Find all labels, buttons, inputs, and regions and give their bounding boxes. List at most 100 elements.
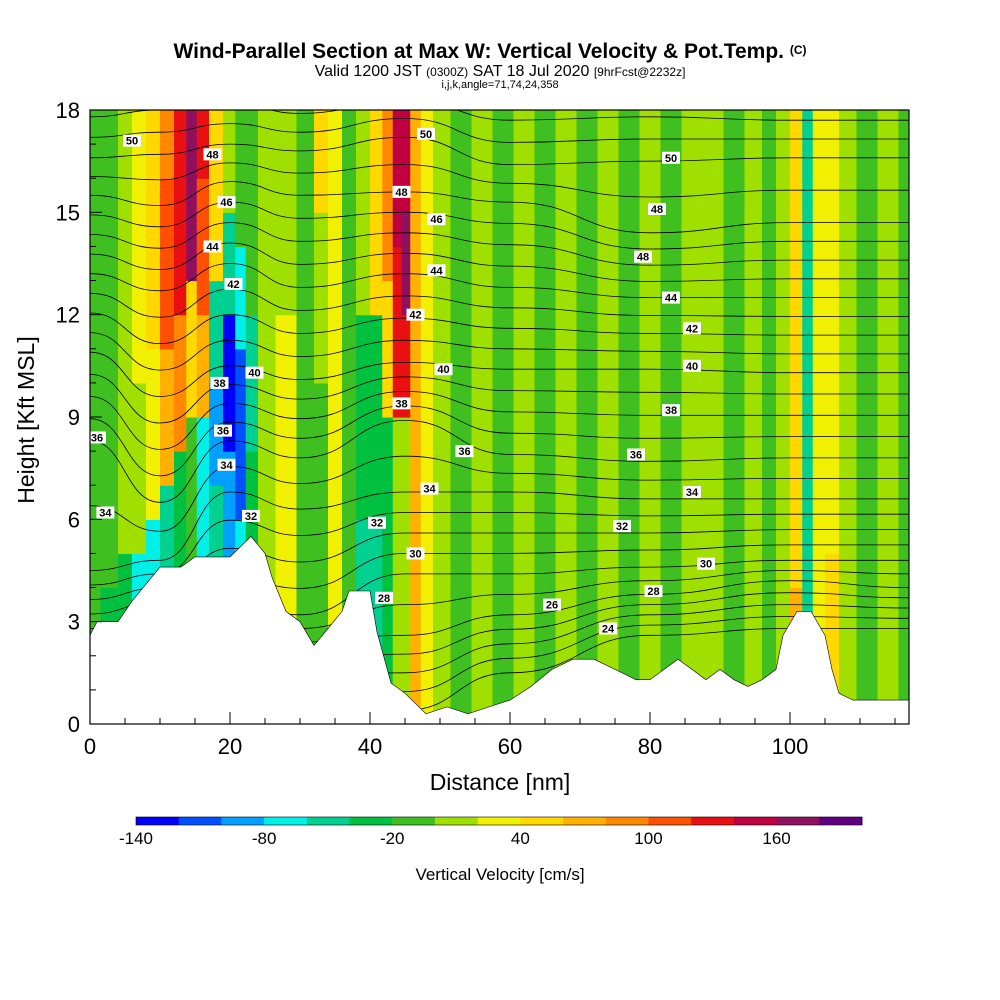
velocity-cell <box>186 280 198 418</box>
velocity-cell <box>146 110 161 350</box>
svg-text:40: 40 <box>437 364 449 376</box>
velocity-cell <box>223 314 236 452</box>
svg-text:50: 50 <box>665 153 677 165</box>
colorbar-swatch <box>264 817 308 825</box>
velocity-cell <box>174 110 187 179</box>
svg-text:42: 42 <box>409 310 421 322</box>
velocity-cell <box>235 246 247 350</box>
velocity-cell <box>118 110 133 555</box>
velocity-cell <box>839 110 858 724</box>
contour-label: 28 <box>644 584 663 598</box>
isentrope <box>90 419 909 503</box>
y-tick-label: 12 <box>56 303 80 328</box>
velocity-cell <box>513 110 536 724</box>
isentrope <box>90 242 909 282</box>
velocity-cell <box>146 348 161 520</box>
svg-text:32: 32 <box>245 511 257 523</box>
contour-label: 46 <box>427 213 446 226</box>
colorbar-tick-label: 100 <box>634 829 662 848</box>
contour-label: 36 <box>90 431 106 444</box>
svg-text:50: 50 <box>126 136 138 148</box>
svg-text:42: 42 <box>686 323 698 335</box>
x-tick-label: 100 <box>772 734 809 759</box>
velocity-cell <box>245 110 259 316</box>
colorbar-swatch <box>776 817 820 825</box>
velocity-cell <box>660 110 683 724</box>
svg-text:46: 46 <box>430 214 442 226</box>
velocity-cell <box>392 110 403 248</box>
contour-label: 32 <box>242 509 260 523</box>
colorbar-swatch <box>178 817 222 825</box>
contour-label: 32 <box>368 516 386 530</box>
isentrope <box>90 390 909 450</box>
velocity-cell <box>160 348 175 486</box>
y-tick-label: 0 <box>68 712 80 737</box>
contour-label: 36 <box>627 448 645 462</box>
colorbar-swatch <box>605 817 649 825</box>
velocity-cell <box>420 110 434 724</box>
svg-text:44: 44 <box>206 241 219 253</box>
svg-text:38: 38 <box>213 378 225 390</box>
contour-label: 34 <box>683 486 701 499</box>
svg-text:28: 28 <box>378 593 390 605</box>
isentrope <box>90 222 909 266</box>
plot-area: 50 48 46 44 42 40 38 36 34 32 36 34 50 48 46 44 42 40 38 36… <box>90 110 909 724</box>
velocity-cell <box>576 110 599 724</box>
isentrope <box>90 491 909 571</box>
velocity-cell <box>877 110 900 724</box>
isentrope <box>90 455 909 532</box>
contour-label: 36 <box>455 445 474 458</box>
colorbar-swatch <box>691 817 735 825</box>
x-tick-label: 80 <box>638 734 662 759</box>
contour-label: 44 <box>662 291 680 305</box>
colorbar-swatch <box>477 817 521 825</box>
velocity-cell <box>296 110 315 724</box>
svg-text:34: 34 <box>220 460 233 472</box>
chart-subtitle-indices: i,j,k,angle=71,74,24,358 <box>441 79 558 91</box>
velocity-cell <box>802 110 814 724</box>
x-tick-label: 60 <box>498 734 522 759</box>
velocity-cell <box>314 212 329 384</box>
contour-label: 50 <box>123 134 141 148</box>
velocity-cell <box>744 110 763 724</box>
velocity-cell <box>235 110 247 248</box>
velocity-cell <box>132 382 147 555</box>
contour-label: 42 <box>406 308 425 322</box>
isentrope <box>90 288 909 318</box>
y-tick-label: 9 <box>68 405 80 430</box>
velocity-cell <box>555 110 578 724</box>
velocity-cell <box>762 110 777 724</box>
velocity-cell <box>681 110 704 724</box>
contour-label: 44 <box>203 240 222 253</box>
isentrope <box>90 110 909 121</box>
velocity-cell <box>100 110 119 589</box>
colorbar-tick-label: -80 <box>252 829 277 848</box>
velocity-cell <box>898 110 909 724</box>
contour-label: 38 <box>210 376 229 390</box>
svg-text:36: 36 <box>217 426 229 438</box>
velocity-cell <box>856 110 879 724</box>
velocity-cell <box>235 348 247 520</box>
contour-label: 40 <box>245 366 264 380</box>
svg-text:48: 48 <box>651 204 663 216</box>
isentrope <box>90 351 909 397</box>
svg-text:36: 36 <box>458 446 470 458</box>
svg-text:26: 26 <box>546 600 558 612</box>
svg-text:30: 30 <box>700 559 712 571</box>
velocity-cell <box>392 417 403 724</box>
colorbar-swatch <box>733 817 777 825</box>
svg-text:42: 42 <box>227 279 239 291</box>
svg-text:34: 34 <box>423 484 436 496</box>
colorbar-tick-label: -140 <box>119 829 153 848</box>
svg-text:38: 38 <box>665 405 677 417</box>
y-axis-label: Height [Kft MSL] <box>13 336 39 503</box>
isentrope <box>90 181 909 234</box>
colorbar-label: Vertical Velocity [cm/s] <box>415 865 584 884</box>
contour-label: 44 <box>427 264 446 277</box>
contour-label: 38 <box>662 404 680 417</box>
svg-text:36: 36 <box>630 450 642 462</box>
velocity-cell <box>723 110 746 724</box>
svg-text:24: 24 <box>602 623 615 635</box>
colorbar-swatch <box>648 817 692 825</box>
